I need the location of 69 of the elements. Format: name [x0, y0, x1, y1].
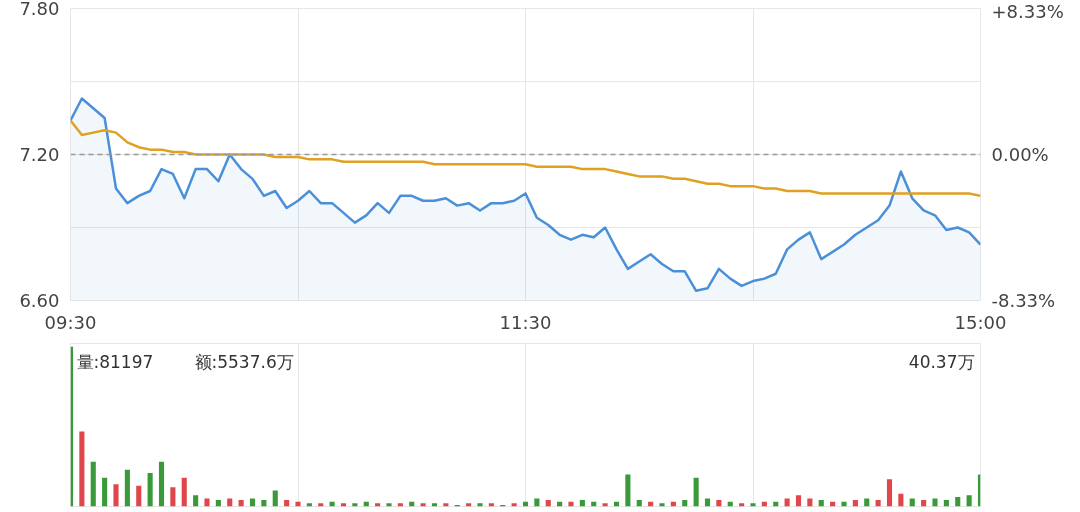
bar: [659, 503, 665, 507]
bar: [636, 500, 642, 507]
y-tick-label: 7.80: [19, 0, 60, 19]
bar: [795, 495, 802, 507]
bar: [375, 503, 381, 507]
bar: [875, 500, 881, 507]
bar: [340, 503, 347, 507]
bar: [306, 503, 312, 507]
bar: [295, 501, 301, 507]
bar: [625, 474, 631, 507]
bar: [818, 500, 824, 507]
bar: [90, 461, 96, 507]
bar: [602, 503, 608, 507]
x-tick-label: 15:00: [954, 311, 1007, 333]
bar: [204, 498, 210, 507]
bar: [477, 503, 483, 507]
bar: [932, 498, 938, 507]
bar: [955, 496, 961, 507]
bar: [158, 461, 165, 507]
bar: [238, 500, 244, 507]
bar: [841, 501, 847, 507]
bar: [750, 503, 756, 507]
bar: [886, 479, 893, 507]
bar: [545, 500, 551, 507]
bar: [147, 472, 153, 507]
bar: [488, 503, 494, 507]
bar: [397, 503, 403, 507]
bar: [852, 500, 858, 507]
bar: [170, 487, 176, 507]
bar: [420, 503, 426, 507]
bar: [272, 490, 278, 507]
annotation: 量:81197: [76, 351, 154, 372]
bar: [136, 485, 142, 507]
bar: [124, 469, 130, 507]
annotation: 40.37万: [908, 351, 975, 372]
bar: [966, 495, 972, 507]
bar: [181, 477, 187, 507]
y2-tick-label: -8.33%: [991, 290, 1056, 311]
bar: [739, 503, 745, 507]
y2-tick-label: +8.33%: [991, 0, 1064, 22]
bar: [921, 500, 927, 507]
bar: [193, 495, 199, 507]
bar: [579, 500, 585, 507]
bar: [318, 503, 324, 507]
bar: [568, 501, 574, 507]
bar: [431, 503, 438, 507]
y-tick-label: 6.60: [19, 290, 60, 311]
bar: [261, 500, 267, 507]
bar: [113, 484, 119, 507]
bar: [102, 477, 108, 507]
bar: [386, 503, 392, 507]
bar: [79, 431, 85, 507]
y2-tick-label: 0.00%: [991, 144, 1049, 165]
annotation: 额:5537.6万: [194, 351, 294, 372]
bar: [352, 503, 358, 507]
bar: [943, 500, 949, 507]
bar: [511, 503, 517, 507]
bar: [898, 493, 904, 507]
bar: [693, 477, 699, 507]
bar: [682, 500, 688, 507]
bar: [443, 503, 449, 507]
bar: [716, 500, 722, 507]
x-tick-label: 09:30: [44, 311, 97, 333]
y-tick-label: 7.20: [19, 144, 60, 165]
bar: [215, 500, 221, 507]
x-tick-label: 11:30: [499, 311, 552, 333]
bar: [466, 503, 472, 507]
line-series: [70, 119, 981, 198]
bar: [284, 500, 290, 507]
